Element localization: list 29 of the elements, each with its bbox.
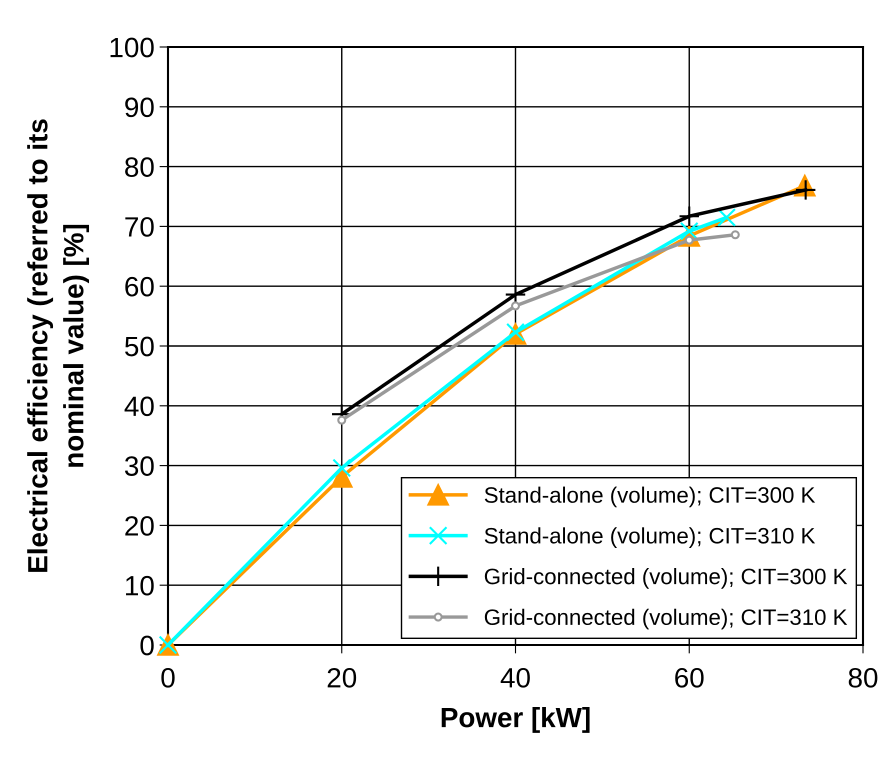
y-tick-label: 30	[124, 456, 154, 476]
y-tick-label: 10	[126, 576, 154, 596]
y-tick-label: 50	[125, 336, 154, 356]
legend-label: Grid-connected (volume); CIT=310 K	[484, 608, 848, 630]
legend-label: Grid-connected (volume); CIT=300 K	[484, 568, 848, 589]
y-tick-label: 90	[125, 97, 154, 118]
point	[794, 179, 816, 201]
legend-label: Stand-alone (volume); CIT=300 K	[484, 486, 816, 508]
x-axis-title: Power [kW]	[442, 707, 590, 733]
point	[337, 416, 346, 425]
y-tick-label: 40	[124, 396, 154, 416]
y-tick-label: 20	[125, 516, 154, 536]
point	[330, 466, 353, 488]
x-tick-label: 40	[500, 668, 530, 688]
x-tick-label: 80	[848, 668, 878, 688]
point	[678, 205, 700, 227]
legend-label: Stand-alone (volume); CIT=310 K	[484, 527, 816, 548]
x-tick-label: 20	[328, 668, 356, 688]
y-tick-label: 70	[125, 217, 154, 237]
y-tick-label: 100	[110, 38, 154, 58]
x-tick-label: 60	[675, 668, 704, 688]
y-axis-title: Electrical efficiency (referred to its nominal value) [%]	[27, 119, 90, 572]
point	[510, 301, 520, 310]
point	[717, 208, 736, 227]
point	[730, 230, 740, 240]
y-tick-label: 0	[140, 636, 154, 656]
x-tick-label: 0	[161, 668, 175, 688]
y-tick-label: 60	[125, 276, 154, 297]
y-tick-label: 80	[125, 157, 154, 177]
